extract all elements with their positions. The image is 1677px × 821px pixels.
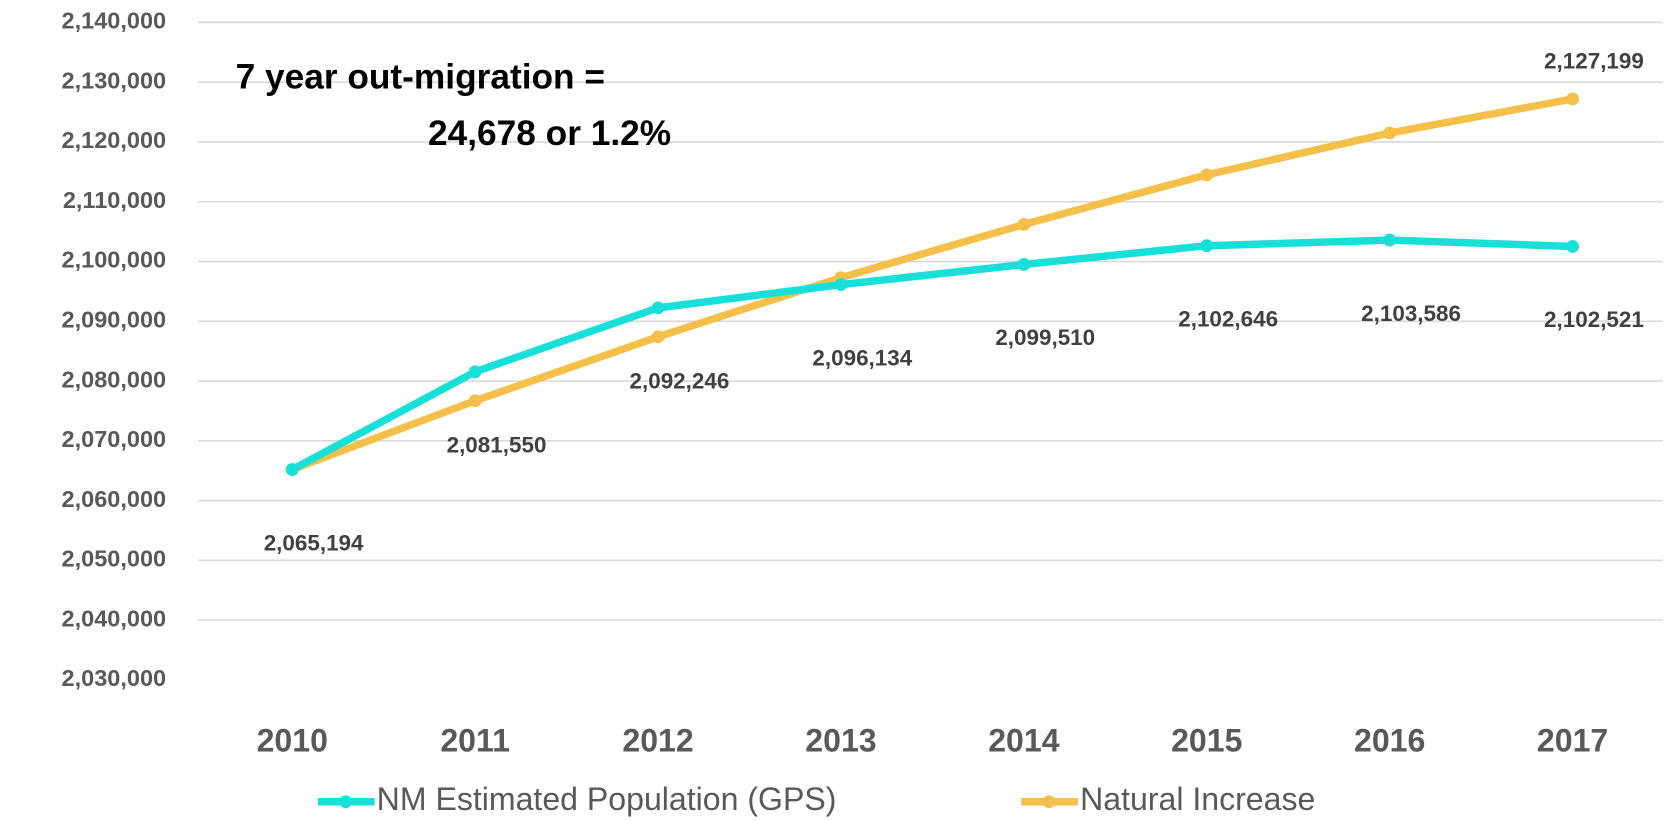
y-tick-label: 2,060,000 bbox=[62, 486, 167, 512]
x-tick-label: 2011 bbox=[440, 722, 510, 758]
y-tick-label: 2,030,000 bbox=[62, 665, 167, 691]
marker bbox=[1017, 218, 1031, 231]
marker bbox=[468, 365, 482, 379]
data-label: 2,102,646 bbox=[1178, 306, 1278, 331]
data-label: 2,102,521 bbox=[1544, 307, 1644, 332]
legend-label: Natural Increase bbox=[1080, 781, 1315, 817]
grid: 2,030,000 2,040,000 2,050,000 2,060,000 2,07… bbox=[62, 8, 1663, 758]
plot: 2,065,194 2,081,550 2,092,246 2,096,134 2,09… bbox=[264, 49, 1644, 556]
data-label: 2,096,134 bbox=[812, 345, 912, 370]
x-tick-label: 2015 bbox=[1171, 722, 1242, 758]
marker bbox=[1017, 258, 1031, 271]
data-label: 2,065,194 bbox=[264, 530, 364, 555]
data-label: 2,127,199 bbox=[1544, 49, 1644, 74]
y-tick-label: 2,080,000 bbox=[62, 366, 167, 392]
legend-swatch bbox=[339, 795, 353, 809]
marker bbox=[651, 330, 665, 344]
line bbox=[290, 236, 1573, 473]
marker bbox=[285, 463, 299, 476]
y-tick-label: 2,070,000 bbox=[62, 426, 167, 452]
x-tick-label: 2016 bbox=[1354, 722, 1425, 758]
data-label: 2,103,586 bbox=[1361, 301, 1461, 326]
y-tick-label: 2,140,000 bbox=[62, 8, 167, 34]
marker bbox=[1566, 240, 1580, 253]
y-tick-label: 2,100,000 bbox=[62, 247, 167, 273]
line bbox=[290, 95, 1574, 474]
x-tick-label: 2012 bbox=[622, 722, 693, 758]
annotation: 24,678 or 1.2% bbox=[428, 114, 671, 153]
y-tick-label: 2,050,000 bbox=[62, 546, 167, 572]
marker bbox=[1566, 92, 1580, 106]
y-tick-label: 2,120,000 bbox=[62, 127, 167, 153]
marker bbox=[1383, 126, 1397, 140]
marker bbox=[1200, 168, 1214, 182]
marker bbox=[1383, 233, 1397, 247]
y-tick-label: 2,110,000 bbox=[63, 187, 166, 213]
y-tick-label: 2,130,000 bbox=[62, 67, 167, 93]
marker bbox=[651, 301, 665, 315]
legend-swatch bbox=[1042, 795, 1056, 809]
data-label: 2,099,510 bbox=[995, 325, 1095, 350]
legend: NM Estimated Population (GPS) Natural In… bbox=[317, 781, 1315, 817]
x-tick-label: 2014 bbox=[988, 722, 1059, 758]
data-label: 2,092,246 bbox=[630, 369, 730, 394]
data-label: 2,081,550 bbox=[447, 433, 547, 458]
marker bbox=[834, 278, 848, 292]
legend-label: NM Estimated Population (GPS) bbox=[377, 781, 837, 817]
x-tick-label: 2010 bbox=[257, 722, 328, 758]
marker bbox=[468, 394, 482, 408]
x-tick-label: 2013 bbox=[805, 722, 876, 758]
x-tick-label: 2017 bbox=[1537, 722, 1608, 758]
y-tick-label: 2,090,000 bbox=[62, 306, 167, 332]
annotation: 7 year out-migration = bbox=[236, 57, 605, 96]
y-tick-label: 2,040,000 bbox=[62, 605, 167, 631]
marker bbox=[1200, 239, 1214, 253]
